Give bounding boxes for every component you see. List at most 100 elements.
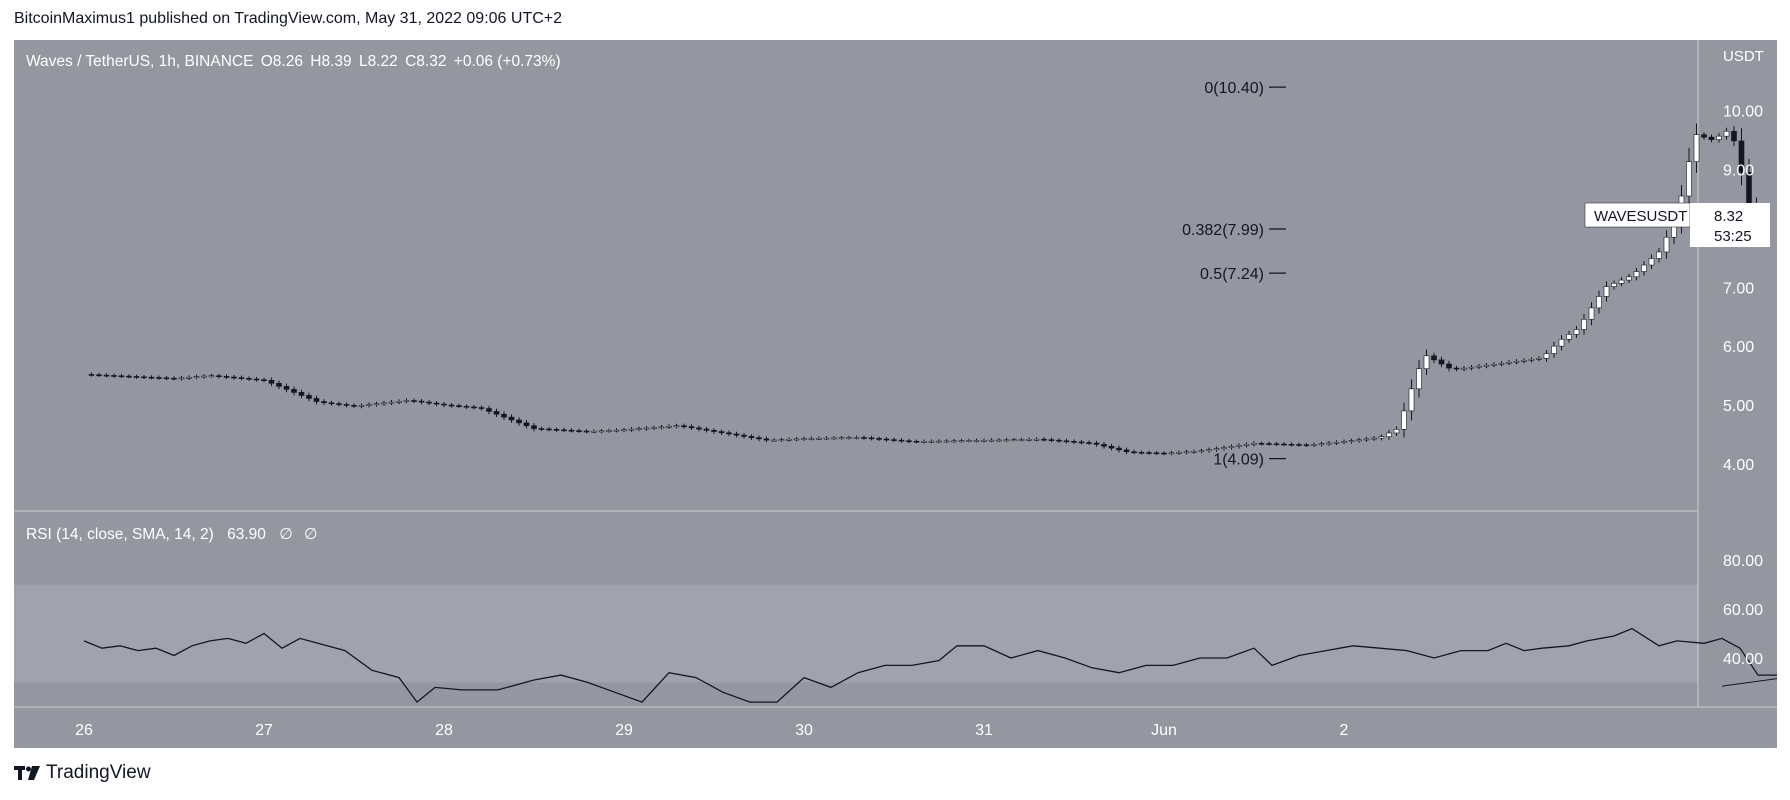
price-pane[interactable]	[14, 40, 1698, 511]
low-value: 8.22	[367, 53, 398, 70]
candle	[171, 377, 177, 380]
candle	[1033, 438, 1040, 441]
candle	[643, 427, 650, 430]
low-label: L	[358, 53, 368, 70]
candle	[253, 378, 260, 381]
candle	[636, 428, 642, 430]
fib-level-label: 0.382(7.99)	[1182, 222, 1264, 239]
time-axis-panel[interactable]	[14, 707, 1777, 748]
rsi-label[interactable]: RSI (14, close, SMA, 14, 2)	[26, 526, 214, 543]
candle	[1461, 367, 1467, 370]
candle	[1003, 439, 1010, 442]
candle	[1026, 439, 1032, 441]
candle	[306, 395, 312, 399]
candle	[801, 438, 807, 440]
candle	[1536, 358, 1542, 360]
publisher-header: BitcoinMaximus1 published on TradingView…	[14, 10, 563, 27]
candle	[373, 403, 380, 406]
fib-level-label: 1(4.09)	[1213, 452, 1264, 469]
candle	[868, 437, 875, 440]
fib-level-label: 0(10.40)	[1204, 80, 1264, 97]
fibonacci-layer[interactable]: 0(10.40) 0.382(7.99) 0.5(7.24) 1(4.09)	[1182, 80, 1286, 469]
rsi-legend[interactable]: RSI (14, close, SMA, 14, 2) 63.90 ∅ ∅	[26, 525, 321, 544]
candle	[523, 422, 530, 427]
candle	[291, 389, 297, 393]
candle	[1363, 438, 1370, 441]
candle	[388, 401, 395, 404]
candle	[156, 377, 162, 379]
candle	[433, 402, 440, 405]
candle	[808, 438, 815, 440]
symbol-label[interactable]: Waves / TetherUS, 1h, BINANCE	[26, 53, 254, 70]
candle	[793, 438, 800, 441]
candle	[831, 437, 837, 440]
candle	[1371, 437, 1377, 440]
open-value: 8.26	[272, 53, 303, 70]
candle	[1056, 439, 1062, 442]
close-label: C	[405, 53, 417, 70]
candle	[1558, 338, 1565, 347]
rsi-band	[14, 584, 1698, 683]
candle	[336, 403, 342, 405]
candle	[1296, 444, 1302, 446]
candle	[628, 428, 635, 431]
candle	[711, 429, 717, 432]
candle	[546, 428, 552, 431]
rsi-extra-2: ∅	[304, 526, 318, 543]
candle	[748, 436, 755, 438]
chart-svg[interactable]: 0(10.40) 0.382(7.99) 0.5(7.24) 1(4.09) 4.00…	[14, 40, 1777, 748]
rsi-extra-1: ∅	[279, 526, 293, 543]
high-label: H	[310, 53, 322, 70]
candle	[1071, 441, 1077, 443]
candle	[1243, 444, 1250, 446]
rsi-tick-label: 80.00	[1723, 553, 1763, 570]
candle	[1348, 440, 1355, 442]
open-label: O	[260, 53, 273, 70]
candle	[1468, 366, 1475, 369]
price-badge-price: 8.32	[1714, 208, 1743, 225]
price-tick-label: 5.00	[1723, 398, 1754, 415]
candle	[1596, 296, 1602, 309]
candle	[1138, 452, 1145, 454]
candle	[1573, 329, 1580, 335]
candle	[816, 437, 822, 440]
candle	[1176, 452, 1182, 454]
candle	[726, 432, 732, 435]
price-badge-symbol-box	[1584, 202, 1691, 228]
candle	[876, 438, 882, 440]
tradingview-logo-icon	[14, 766, 40, 780]
candle	[418, 400, 425, 403]
candle	[703, 428, 710, 431]
candle	[1086, 442, 1092, 444]
candle	[403, 400, 410, 402]
candle	[1116, 447, 1122, 451]
candle	[1168, 452, 1175, 455]
candle	[133, 376, 140, 378]
candle	[1431, 355, 1437, 361]
price-legend[interactable]: Waves / TetherUS, 1h, BINANCE O8.26 H 8.3…	[26, 53, 564, 71]
candle	[126, 375, 132, 378]
candle	[216, 375, 222, 378]
candle	[456, 405, 462, 407]
chart-frame[interactable]: 0(10.40) 0.382(7.99) 0.5(7.24) 1(4.09) 4.00…	[14, 40, 1777, 748]
rsi-line	[83, 627, 1777, 704]
candle	[1041, 438, 1047, 441]
candle	[448, 404, 455, 407]
candle	[898, 439, 905, 442]
candle	[606, 430, 612, 432]
rsi-tick-label: 40.00	[1723, 651, 1763, 668]
price-badge[interactable]: WAVESUSDT 8.32 53:25	[1584, 202, 1770, 247]
candle	[1191, 451, 1197, 453]
candle	[1153, 452, 1160, 455]
rsi-layer	[83, 627, 1777, 704]
candle	[1288, 443, 1295, 446]
candle	[1543, 353, 1550, 359]
footer: TradingView	[14, 762, 151, 784]
candle	[666, 426, 672, 428]
fib-level-label: 0.5(7.24)	[1200, 266, 1264, 283]
candle	[996, 439, 1002, 442]
candle	[508, 416, 515, 421]
price-axis-panel[interactable]	[1698, 40, 1777, 707]
close-value: 8.32	[416, 53, 447, 70]
axis-currency-label: USDT	[1723, 48, 1764, 65]
